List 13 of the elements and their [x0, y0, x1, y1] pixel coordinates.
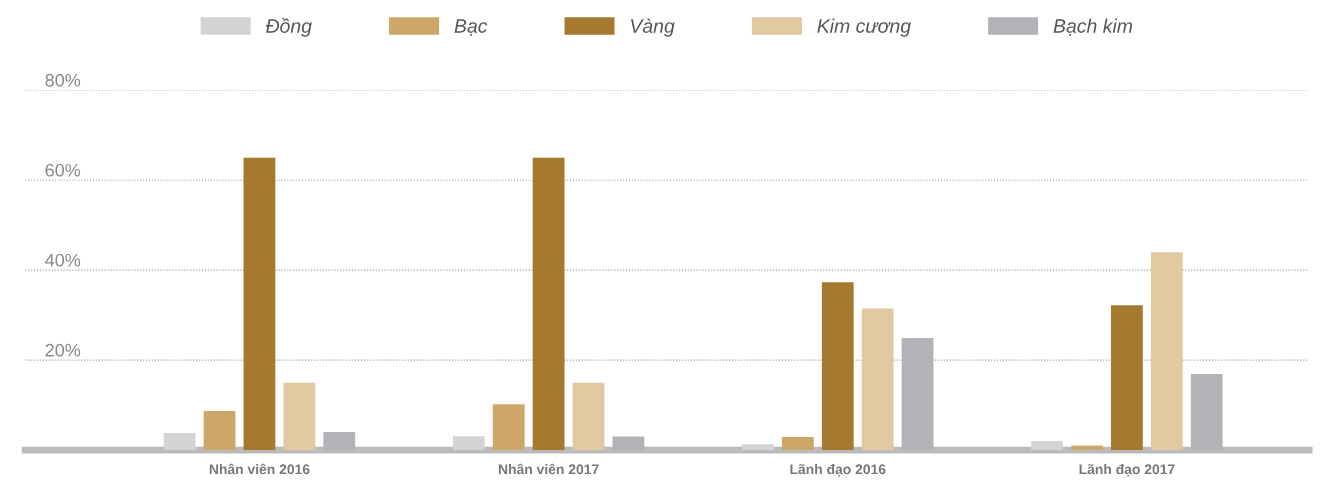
- legend-label: Vàng: [631, 18, 675, 37]
- x-tick-label: Lãnh đạo 2017: [1079, 464, 1175, 477]
- x-tick-label: Nhân viên 2016: [209, 463, 310, 475]
- x-tick-label: Nhân viên 2017: [498, 463, 599, 475]
- x-tick-label: Lãnh đạo 2016: [790, 464, 886, 477]
- y-tick-label: 80%: [45, 73, 81, 87]
- legend-label: Bạch kim: [1053, 18, 1133, 36]
- legend-label: Kim cương: [817, 18, 911, 37]
- y-tick-label: 40%: [45, 253, 81, 267]
- legend-label: Đồng: [265, 17, 312, 37]
- y-tick-label: 60%: [45, 163, 81, 177]
- y-tick-label: 20%: [45, 343, 81, 357]
- legend-label: Bạc: [454, 19, 488, 36]
